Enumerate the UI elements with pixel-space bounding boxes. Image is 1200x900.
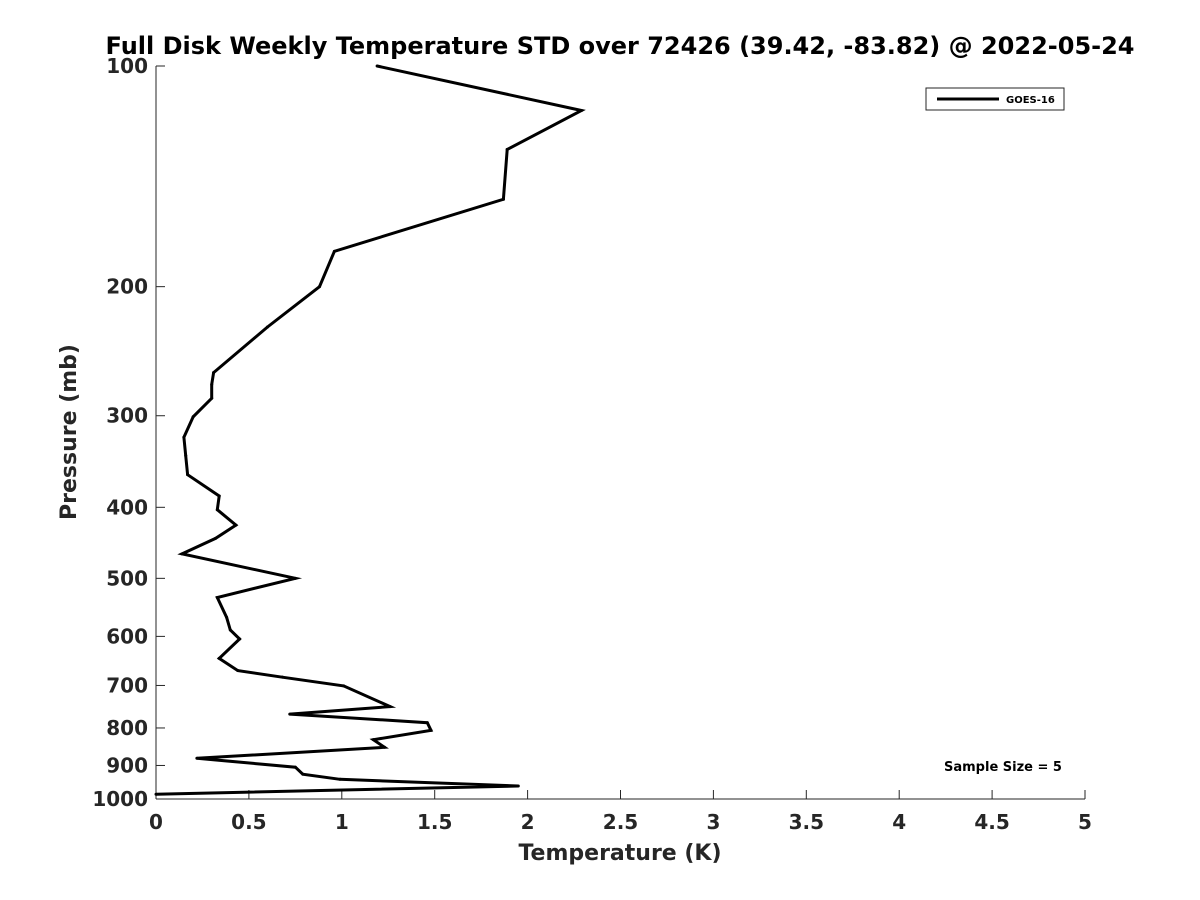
data-point [182,435,186,439]
y-tick-label: 700 [106,673,148,697]
series [155,64,586,796]
data-point [425,721,429,725]
data-point [579,108,583,112]
data-point [505,148,509,152]
data-point [501,197,505,201]
data-point [180,552,184,556]
data-point [212,371,216,375]
sample-size-annotation: Sample Size = 5 [944,760,1062,775]
data-point [210,383,214,387]
data-point [215,508,219,512]
data-point [301,772,305,776]
x-tick-label: 5 [1078,810,1092,834]
x-tick-label: 1.5 [417,810,452,834]
x-axis-label: Temperature (K) [518,841,721,866]
data-point [225,615,229,619]
axes [155,66,1085,800]
x-tick-label: 2 [521,810,535,834]
x-tick-label: 3 [706,810,720,834]
data-point [213,536,217,540]
data-point [215,595,219,599]
y-tick-label: 800 [106,716,148,740]
data-point [280,675,284,679]
data-point [217,656,221,660]
chart-title: Full Disk Weekly Temperature STD over 72… [106,32,1135,60]
y-tick-label: 300 [106,404,148,428]
data-point [217,494,221,498]
y-tick-label: 600 [106,624,148,648]
data-point [210,396,214,400]
x-tick-label: 0 [149,810,163,834]
data-points [154,64,583,796]
data-point [516,784,520,788]
data-point [191,415,195,419]
data-point [375,64,379,68]
x-tick-label: 4.5 [974,810,1009,834]
data-point [332,249,336,253]
x-tick-label: 0.5 [231,810,266,834]
series-line-goes-16 [155,64,586,796]
x-tick-label: 3.5 [789,810,824,834]
data-point [388,705,392,709]
data-point [234,523,238,527]
x-tick-label: 2.5 [603,810,638,834]
y-tick-label: 200 [106,275,148,299]
data-point [238,637,242,641]
data-point [293,576,297,580]
data-point [228,628,232,632]
data-point [338,777,342,781]
data-point [154,792,158,796]
data-point [383,745,387,749]
data-point [288,712,292,716]
data-point [342,684,346,688]
x-tick-label: 4 [892,810,906,834]
y-tick-label: 100 [106,54,148,78]
data-point [236,669,240,673]
data-point [371,738,375,742]
data-point [186,473,190,477]
legend: GOES-16 [925,87,1065,111]
data-point [184,454,188,458]
y-tick-label: 500 [106,566,148,590]
y-axis-ticks: 100 200 300 400 500 600 700 800 900 1000 [92,54,165,811]
x-tick-label: 1 [335,810,349,834]
y-tick-label: 1000 [92,787,148,811]
y-tick-label: 900 [106,753,148,777]
data-point [429,728,433,732]
legend-label-goes-16: GOES-16 [1006,95,1055,106]
y-tick-label: 400 [106,495,148,519]
data-point [265,325,269,329]
data-point [318,285,322,289]
y-axis-label: Pressure (mb) [57,344,82,520]
data-point [293,765,297,769]
data-point [195,756,199,760]
x-axis-ticks: 0 0.5 1 1.5 2 2.5 3 3.5 4 4.5 5 [149,790,1092,834]
